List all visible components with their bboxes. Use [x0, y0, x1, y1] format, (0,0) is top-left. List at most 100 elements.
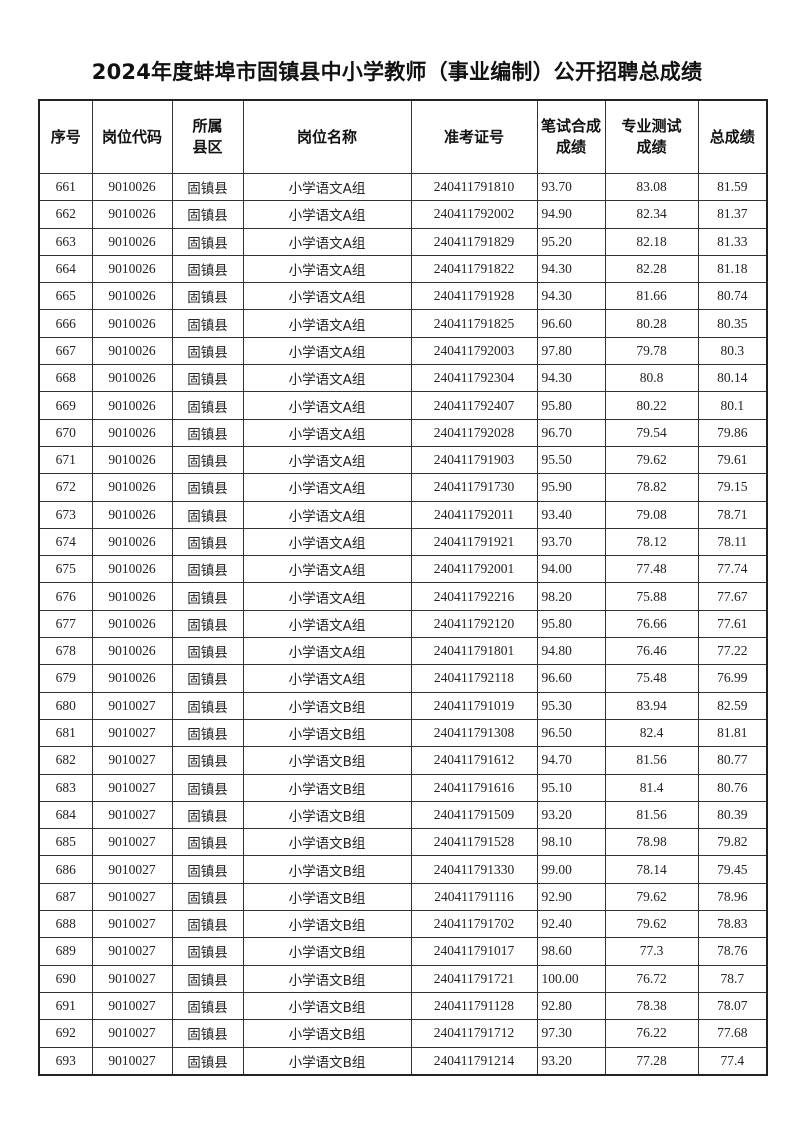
header-exam-id: 准考证号	[410, 99, 538, 174]
cell-county: 固镇县	[171, 910, 244, 939]
cell-index: 689	[38, 937, 93, 966]
header-row: 序号 岗位代码 所属县区 岗位名称 准考证号 笔试合成成绩 专业测试成绩 总成绩	[38, 99, 768, 174]
cell-exam-id: 240411791308	[410, 718, 538, 748]
cell-county: 固镇县	[171, 418, 244, 447]
cell-exam-id: 240411792120	[410, 609, 538, 639]
cell-post-code: 9010026	[91, 527, 173, 557]
cell-index: 690	[38, 964, 93, 993]
cell-index: 685	[38, 828, 93, 857]
cell-written-score: 92.90	[536, 882, 606, 912]
cell-county: 固镇县	[171, 1046, 244, 1076]
cell-county: 固镇县	[171, 254, 244, 284]
cell-index: 688	[38, 910, 93, 939]
cell-total-score: 79.61	[697, 445, 768, 475]
table-row: 669 9010026 固镇县 小学语文A组 240411792407 95.80 80.2…	[38, 391, 768, 420]
cell-index: 669	[38, 391, 93, 420]
cell-post-code: 9010026	[91, 473, 173, 502]
cell-professional-score: 76.22	[604, 1019, 699, 1048]
cell-written-score: 93.70	[536, 527, 606, 557]
cell-written-score: 94.70	[536, 746, 606, 775]
table-row: 675 9010026 固镇县 小学语文A组 240411792001 94.00 77.4…	[38, 555, 768, 584]
cell-post-name: 小学语文A组	[242, 473, 412, 502]
cell-county: 固镇县	[171, 800, 244, 830]
cell-professional-score: 78.82	[604, 473, 699, 502]
cell-post-name: 小学语文A组	[242, 500, 412, 529]
cell-post-code: 9010026	[91, 172, 173, 202]
header-post-code: 岗位代码	[91, 99, 173, 174]
cell-total-score: 77.61	[697, 609, 768, 639]
cell-total-score: 80.76	[697, 773, 768, 802]
cell-total-score: 80.39	[697, 800, 768, 830]
cell-county: 固镇县	[171, 828, 244, 857]
table-row: 672 9010026 固镇县 小学语文A组 240411791730 95.90 78.8…	[38, 473, 768, 502]
cell-index: 691	[38, 991, 93, 1021]
cell-professional-score: 77.3	[604, 937, 699, 966]
cell-written-score: 98.60	[536, 937, 606, 966]
cell-total-score: 80.74	[697, 282, 768, 311]
cell-written-score: 98.10	[536, 828, 606, 857]
cell-post-code: 9010027	[91, 1019, 173, 1048]
cell-post-code: 9010026	[91, 254, 173, 284]
cell-county: 固镇县	[171, 391, 244, 420]
cell-written-score: 95.10	[536, 773, 606, 802]
cell-index: 668	[38, 364, 93, 393]
cell-post-name: 小学语文A组	[242, 227, 412, 256]
cell-county: 固镇县	[171, 172, 244, 202]
cell-index: 672	[38, 473, 93, 502]
cell-index: 680	[38, 691, 93, 720]
cell-index: 686	[38, 855, 93, 884]
cell-professional-score: 79.62	[604, 882, 699, 912]
cell-county: 固镇县	[171, 855, 244, 884]
cell-professional-score: 79.62	[604, 910, 699, 939]
cell-county: 固镇县	[171, 609, 244, 639]
cell-county: 固镇县	[171, 364, 244, 393]
cell-post-name: 小学语文B组	[242, 773, 412, 802]
table-row: 690 9010027 固镇县 小学语文B组 240411791721 100.00 76.…	[38, 964, 768, 993]
table-row: 676 9010026 固镇县 小学语文A组 240411792216 98.20 75.8…	[38, 582, 768, 611]
cell-index: 684	[38, 800, 93, 830]
table-row: 674 9010026 固镇县 小学语文A组 240411791921 93.70 78.1…	[38, 527, 768, 557]
cell-post-name: 小学语文B组	[242, 746, 412, 775]
cell-written-score: 92.40	[536, 910, 606, 939]
cell-professional-score: 83.94	[604, 691, 699, 720]
cell-post-name: 小学语文A组	[242, 200, 412, 229]
cell-county: 固镇县	[171, 336, 244, 366]
cell-post-name: 小学语文B组	[242, 855, 412, 884]
cell-professional-score: 80.8	[604, 364, 699, 393]
cell-index: 678	[38, 637, 93, 666]
cell-post-code: 9010026	[91, 364, 173, 393]
cell-exam-id: 240411792011	[410, 500, 538, 529]
cell-index: 671	[38, 445, 93, 475]
table-row: 664 9010026 固镇县 小学语文A组 240411791822 94.30 82.2…	[38, 254, 768, 284]
table-row: 688 9010027 固镇县 小学语文B组 240411791702 92.40 79.6…	[38, 910, 768, 939]
table-row: 691 9010027 固镇县 小学语文B组 240411791128 92.80 78.3…	[38, 991, 768, 1021]
table-row: 670 9010026 固镇县 小学语文A组 240411792028 96.70 79.5…	[38, 418, 768, 447]
cell-post-code: 9010026	[91, 309, 173, 338]
cell-total-score: 78.07	[697, 991, 768, 1021]
table-row: 662 9010026 固镇县 小学语文A组 240411792002 94.90 82.3…	[38, 200, 768, 229]
table-row: 681 9010027 固镇县 小学语文B组 240411791308 96.50 82.4…	[38, 718, 768, 748]
header-county: 所属县区	[171, 99, 244, 174]
cell-exam-id: 240411792002	[410, 200, 538, 229]
table-row: 682 9010027 固镇县 小学语文B组 240411791612 94.70 81.5…	[38, 746, 768, 775]
cell-county: 固镇县	[171, 991, 244, 1021]
table-row: 683 9010027 固镇县 小学语文B组 240411791616 95.10 81.4…	[38, 773, 768, 802]
cell-post-code: 9010027	[91, 937, 173, 966]
cell-exam-id: 240411791214	[410, 1046, 538, 1076]
cell-total-score: 79.82	[697, 828, 768, 857]
cell-professional-score: 77.48	[604, 555, 699, 584]
cell-index: 670	[38, 418, 93, 447]
cell-index: 682	[38, 746, 93, 775]
cell-professional-score: 81.4	[604, 773, 699, 802]
cell-written-score: 92.80	[536, 991, 606, 1021]
cell-post-name: 小学语文B组	[242, 991, 412, 1021]
cell-post-name: 小学语文A组	[242, 418, 412, 447]
cell-index: 666	[38, 309, 93, 338]
cell-post-name: 小学语文B组	[242, 691, 412, 720]
cell-county: 固镇县	[171, 664, 244, 693]
cell-total-score: 80.77	[697, 746, 768, 775]
table-row: 692 9010027 固镇县 小学语文B组 240411791712 97.30 76.2…	[38, 1019, 768, 1048]
cell-county: 固镇县	[171, 691, 244, 720]
cell-index: 664	[38, 254, 93, 284]
cell-post-name: 小学语文B组	[242, 800, 412, 830]
